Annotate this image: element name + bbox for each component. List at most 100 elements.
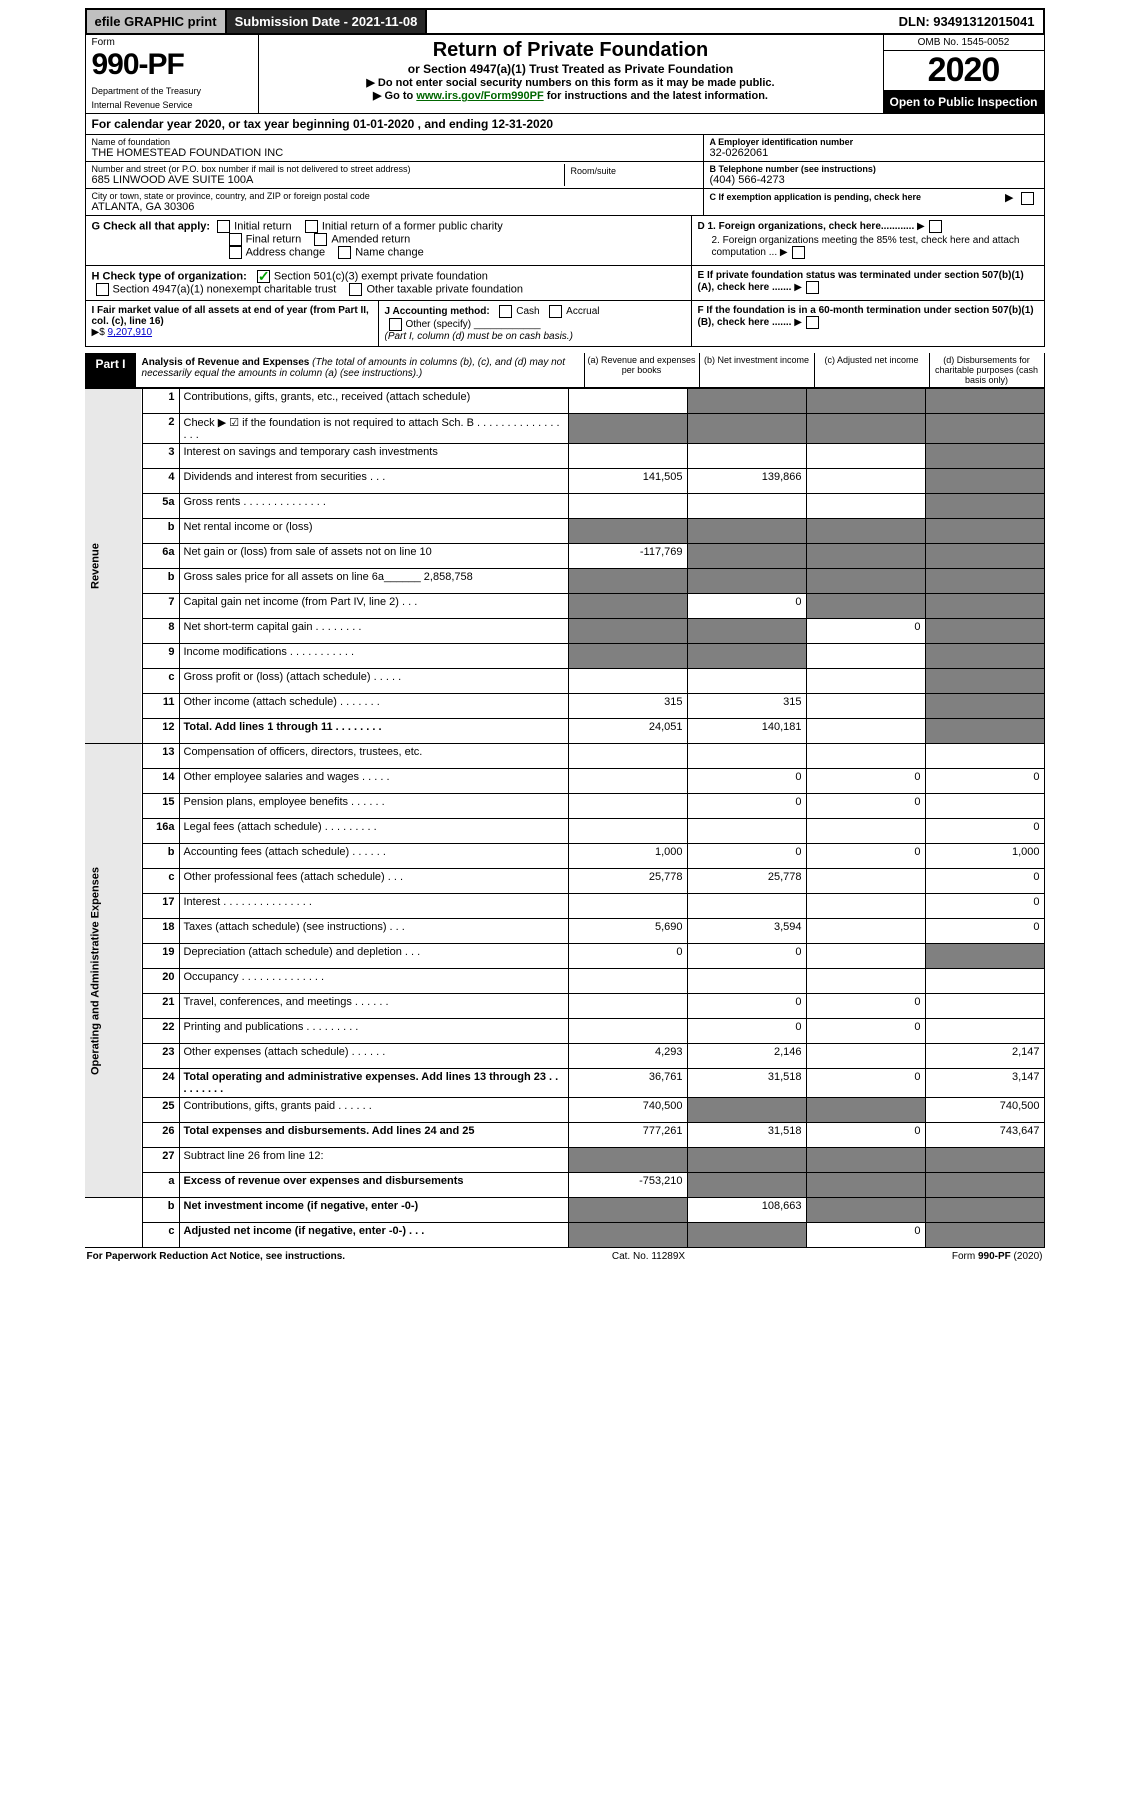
chk-other-taxable[interactable]: [349, 283, 362, 296]
r14-c: 0: [806, 769, 925, 794]
g-o6: Name change: [355, 246, 424, 258]
r19-n: 19: [142, 944, 179, 969]
form-page: efile GRAPHIC print Submission Date - 20…: [85, 8, 1045, 1265]
r16a-d-val: 0: [925, 819, 1044, 844]
r26-b: 31,518: [687, 1123, 806, 1148]
row-2: 2 Check ▶ ☑ if the foundation is not req…: [85, 414, 1044, 444]
r18-d: Taxes (attach schedule) (see instruction…: [179, 919, 568, 944]
open-to-public: Open to Public Inspection: [884, 91, 1044, 113]
row-15: 15 Pension plans, employee benefits . . …: [85, 794, 1044, 819]
chk-name-change[interactable]: [338, 246, 351, 259]
street-address: 685 LINWOOD AVE SUITE 100A: [92, 174, 564, 186]
r26-dd: 743,647: [925, 1123, 1044, 1148]
entity-right: A Employer identification number 32-0262…: [703, 135, 1044, 215]
part-title-text: Analysis of Revenue and Expenses: [142, 357, 310, 368]
chk-e[interactable]: [806, 281, 819, 294]
fmv-value: 9,207,910: [108, 327, 153, 338]
r24-a: 36,761: [568, 1069, 687, 1098]
r10c-n: c: [142, 669, 179, 694]
r26-c: 0: [806, 1123, 925, 1148]
r7-b: 0: [687, 594, 806, 619]
row-11: 11 Other income (attach schedule) . . . …: [85, 694, 1044, 719]
side-revenue: Revenue: [85, 389, 142, 744]
r21-d: Travel, conferences, and meetings . . . …: [179, 994, 568, 1019]
r16b-n: b: [142, 844, 179, 869]
h-o2: Section 4947(a)(1) nonexempt charitable …: [113, 283, 337, 295]
r9-d: Income modifications . . . . . . . . . .…: [179, 644, 568, 669]
r11-d: Other income (attach schedule) . . . . .…: [179, 694, 568, 719]
row-17: 17 Interest . . . . . . . . . . . . . . …: [85, 894, 1044, 919]
chk-4947[interactable]: [96, 283, 109, 296]
box-d: D 1. Foreign organizations, check here..…: [692, 216, 1044, 265]
r16c-dd: 0: [925, 869, 1044, 894]
j-lead: J Accounting method:: [385, 306, 490, 317]
chk-f[interactable]: [806, 316, 819, 329]
chk-other-method[interactable]: [389, 318, 402, 331]
side-expenses: Operating and Administrative Expenses: [85, 744, 142, 1198]
r4-a: 141,505: [568, 469, 687, 494]
row-25: 25 Contributions, gifts, grants paid . .…: [85, 1098, 1044, 1123]
note-2-post: for instructions and the latest informat…: [544, 90, 768, 102]
phone-cell: B Telephone number (see instructions) (4…: [704, 162, 1044, 189]
row-10c: c Gross profit or (loss) (attach schedul…: [85, 669, 1044, 694]
r17-n: 17: [142, 894, 179, 919]
f-text: F If the foundation is in a 60-month ter…: [698, 305, 1034, 328]
h-o3: Other taxable private foundation: [366, 283, 523, 295]
chk-accrual[interactable]: [549, 305, 562, 318]
r9-n: 9: [142, 644, 179, 669]
r6a-n: 6a: [142, 544, 179, 569]
r26-n: 26: [142, 1123, 179, 1148]
r4-b: 139,866: [687, 469, 806, 494]
r26-d: Total expenses and disbursements. Add li…: [179, 1123, 568, 1148]
e-text: E If private foundation status was termi…: [698, 270, 1024, 293]
footer-formno: 990-PF: [978, 1251, 1011, 1262]
part-i-table: Revenue 1 Contributions, gifts, grants, …: [85, 388, 1045, 1248]
r23-b: 2,146: [687, 1044, 806, 1069]
chk-501c3[interactable]: [257, 270, 270, 283]
r12-d: Total. Add lines 1 through 11 . . . . . …: [179, 719, 568, 744]
chk-d1[interactable]: [929, 220, 942, 233]
r22-d: Printing and publications . . . . . . . …: [179, 1019, 568, 1044]
r15-d: Pension plans, employee benefits . . . .…: [179, 794, 568, 819]
r12-b: 140,181: [687, 719, 806, 744]
chk-initial-former[interactable]: [305, 220, 318, 233]
r21-b: 0: [687, 994, 806, 1019]
chk-amended[interactable]: [314, 233, 327, 246]
omb-number: OMB No. 1545-0052: [884, 35, 1044, 51]
chk-cash[interactable]: [499, 305, 512, 318]
r27a-n: a: [142, 1173, 179, 1198]
r16b-b: 0: [687, 844, 806, 869]
chk-initial[interactable]: [217, 220, 230, 233]
row-4: 4 Dividends and interest from securities…: [85, 469, 1044, 494]
ein-value: 32-0262061: [710, 147, 1038, 159]
h-o1: Section 501(c)(3) exempt private foundat…: [274, 270, 488, 282]
chk-final[interactable]: [229, 233, 242, 246]
efile-label: efile GRAPHIC print: [87, 10, 227, 33]
r8-c: 0: [806, 619, 925, 644]
r7-d: Capital gain net income (from Part IV, l…: [179, 594, 568, 619]
form-header: Form 990-PF Department of the Treasury I…: [85, 35, 1045, 114]
irs-link[interactable]: www.irs.gov/Form990PF: [416, 90, 543, 102]
r27-n: 27: [142, 1148, 179, 1173]
chk-d2[interactable]: [792, 246, 805, 259]
i-j-f-row: I Fair market value of all assets at end…: [85, 301, 1045, 347]
r14-d: 0: [925, 769, 1044, 794]
r27-d: Subtract line 26 from line 12:: [179, 1148, 568, 1173]
part-title: Analysis of Revenue and Expenses (The to…: [136, 353, 584, 387]
header-left: Form 990-PF Department of the Treasury I…: [86, 35, 259, 113]
entity-info: Name of foundation THE HOMESTEAD FOUNDAT…: [85, 135, 1045, 216]
footer-year: 2020: [1017, 1251, 1039, 1262]
r3-n: 3: [142, 444, 179, 469]
c-checkbox[interactable]: [1021, 192, 1034, 205]
j-cash: Cash: [516, 306, 539, 317]
r6a-d: Net gain or (loss) from sale of assets n…: [179, 544, 568, 569]
chk-addr-change[interactable]: [229, 246, 242, 259]
room-label: Room/suite: [571, 166, 691, 176]
g-o1: Initial return: [234, 220, 291, 232]
r16c-d: Other professional fees (attach schedule…: [179, 869, 568, 894]
name-cell: Name of foundation THE HOMESTEAD FOUNDAT…: [86, 135, 703, 162]
row-20: 20 Occupancy . . . . . . . . . . . . . .: [85, 969, 1044, 994]
g-o4: Amended return: [331, 233, 410, 245]
col-a: (a) Revenue and expenses per books: [584, 353, 699, 387]
r25-n: 25: [142, 1098, 179, 1123]
